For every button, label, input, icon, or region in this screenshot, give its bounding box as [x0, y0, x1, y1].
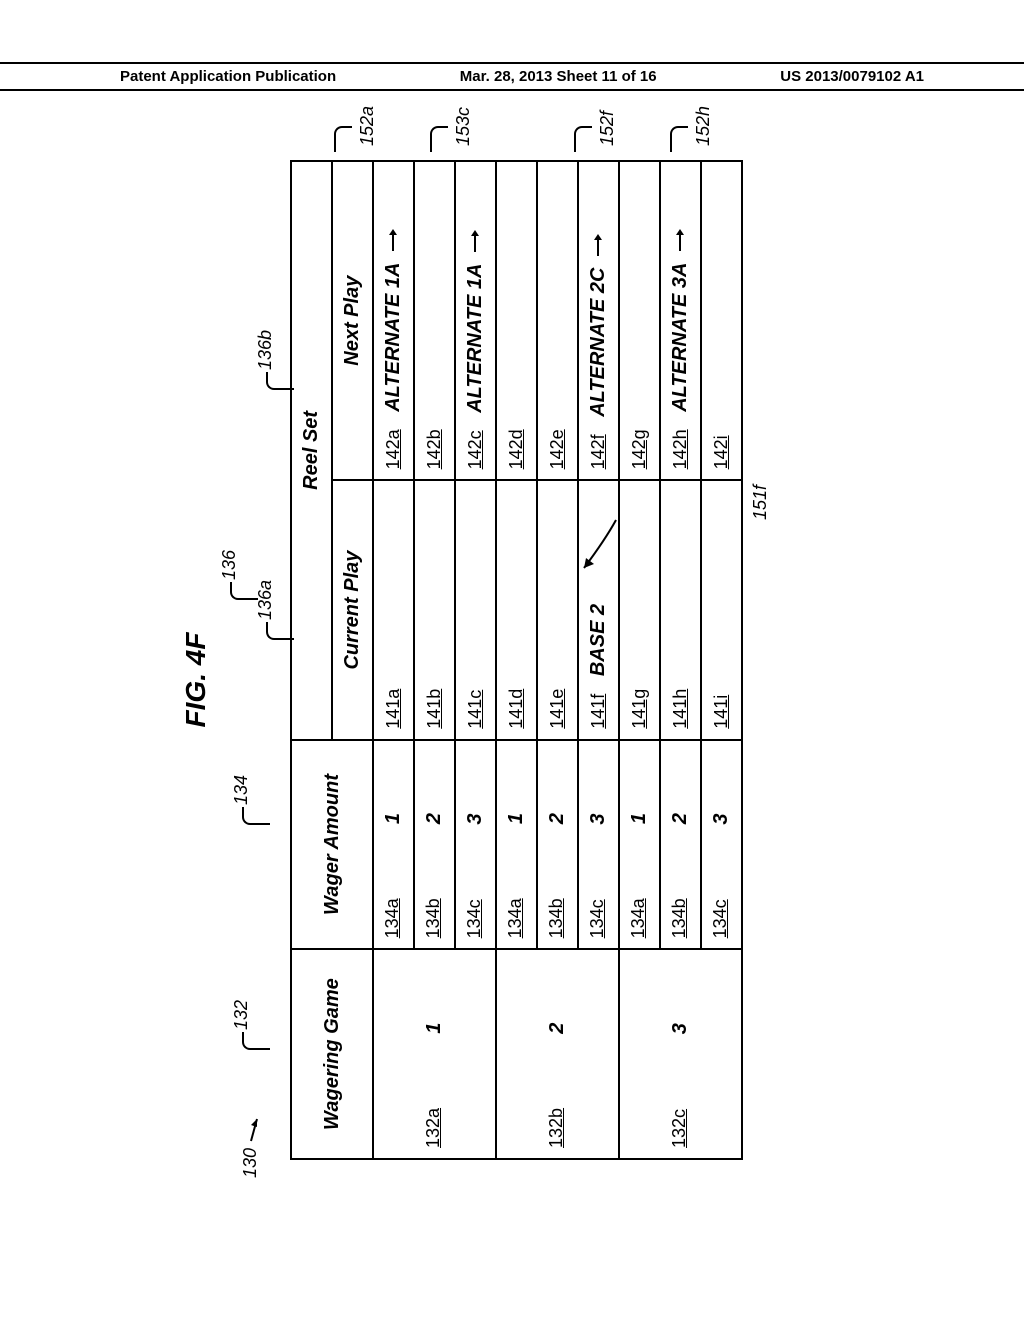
- column-callouts: 130 132 134 136 136a 136b: [220, 140, 290, 1160]
- cell-current-play: 141h: [660, 480, 701, 739]
- cell-wager-amount: 134b2: [660, 740, 701, 950]
- cell-current-play: 141d: [496, 480, 537, 739]
- cell-next-play: 142c ALTERNATE 1A: [455, 161, 496, 480]
- cell-wagering-game: 132a1: [373, 949, 496, 1159]
- side-ref-152a: 152a: [334, 112, 378, 152]
- th-current-play: Current Play: [332, 480, 373, 739]
- reel-set-table: Wagering Game Wager Amount Reel Set Curr…: [290, 160, 743, 1160]
- header-center: Mar. 28, 2013 Sheet 11 of 16: [460, 68, 657, 85]
- cell-next-play: 142g: [619, 161, 660, 480]
- cell-next-play: 142e: [537, 161, 578, 480]
- header-right: US 2013/0079102 A1: [780, 68, 924, 85]
- cell-current-play: 141e: [537, 480, 578, 739]
- arrow-icon: [669, 229, 691, 253]
- cell-wagering-game: 132b2: [496, 949, 619, 1159]
- col-ref-136b: 136b: [252, 330, 280, 390]
- figure-title: FIG. 4F: [180, 140, 212, 1220]
- table-body: 132a1134a1141a142a ALTERNATE 1A 134b2141…: [373, 161, 742, 1159]
- figure-container: FIG. 4F 130 132 134 136 136a 136b: [0, 300, 1024, 1020]
- lead-ref-130: 130: [240, 1113, 261, 1178]
- cell-wager-amount: 134c3: [701, 740, 742, 950]
- th-wager-amount: Wager Amount: [291, 740, 373, 950]
- th-reel-set: Reel Set: [291, 161, 332, 740]
- side-ref-152h: 152h: [670, 112, 714, 152]
- arrow-icon: [587, 234, 609, 258]
- cell-next-play: 142i: [701, 161, 742, 480]
- side-ref-151f: 151f: [750, 485, 771, 520]
- side-ref-153c: 153c: [430, 113, 474, 152]
- cell-current-play: 141i: [701, 480, 742, 739]
- header-left: Patent Application Publication: [120, 68, 336, 85]
- col-ref-136: 136: [216, 550, 244, 600]
- side-ref-152f: 152f: [574, 117, 618, 152]
- col-ref-132: 132: [228, 1000, 256, 1050]
- cell-next-play: 142f ALTERNATE 2C: [578, 161, 619, 480]
- table-row: 132a1134a1141a142a ALTERNATE 1A: [373, 161, 414, 1159]
- cell-current-play: 141b: [414, 480, 455, 739]
- cell-wager-amount: 134c3: [578, 740, 619, 950]
- table-row: 132b2134a1141d142d: [496, 161, 537, 1159]
- arrow-icon: [464, 230, 486, 254]
- cell-wager-amount: 134b2: [414, 740, 455, 950]
- cell-wager-amount: 134a1: [496, 740, 537, 950]
- cell-current-play: 141c: [455, 480, 496, 739]
- cell-wager-amount: 134b2: [537, 740, 578, 950]
- cell-next-play: 142a ALTERNATE 1A: [373, 161, 414, 480]
- cell-wagering-game: 132c3: [619, 949, 742, 1159]
- cell-next-play: 142h ALTERNATE 3A: [660, 161, 701, 480]
- page-header: Patent Application Publication Mar. 28, …: [0, 62, 1024, 91]
- cell-next-play: 142d: [496, 161, 537, 480]
- cell-current-play: 141g: [619, 480, 660, 739]
- cell-next-play: 142b: [414, 161, 455, 480]
- th-next-play: Next Play: [332, 161, 373, 480]
- cell-wager-amount: 134a1: [619, 740, 660, 950]
- th-wagering-game: Wagering Game: [291, 949, 373, 1159]
- arrow-icon: [382, 229, 404, 253]
- cell-wager-amount: 134a1: [373, 740, 414, 950]
- cell-current-play: 141a: [373, 480, 414, 739]
- table-row: 132c3134a1141g142g: [619, 161, 660, 1159]
- cell-wager-amount: 134c3: [455, 740, 496, 950]
- col-ref-136a: 136a: [252, 580, 280, 640]
- col-ref-134: 134: [228, 775, 256, 825]
